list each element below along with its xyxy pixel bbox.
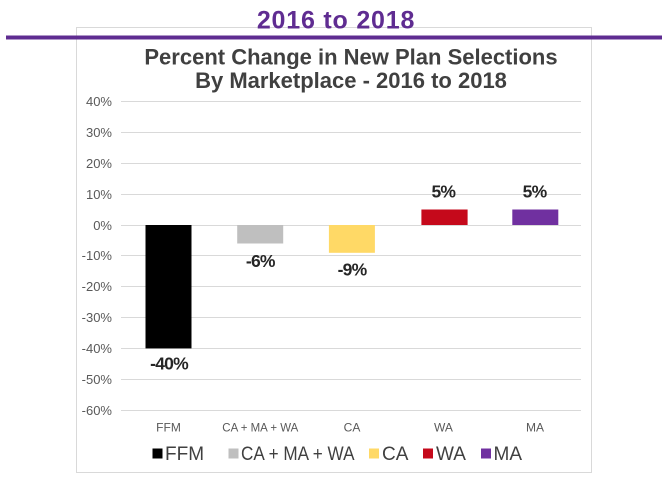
svg-text:-20%: -20% — [82, 279, 113, 294]
svg-text:0%: 0% — [93, 218, 112, 233]
svg-text:-40%: -40% — [150, 353, 189, 373]
svg-text:CA + MA + WA: CA + MA + WA — [222, 421, 298, 435]
svg-text:-10%: -10% — [82, 248, 113, 263]
svg-text:-50%: -50% — [82, 372, 113, 387]
svg-text:20%: 20% — [86, 156, 112, 171]
svg-text:MA: MA — [494, 444, 523, 465]
svg-text:2016 to 2018: 2016 to 2018 — [257, 7, 415, 35]
svg-text:CA + MA + WA: CA + MA + WA — [241, 444, 355, 465]
svg-text:By Marketplace - 2016 to 2018: By Marketplace - 2016 to 2018 — [195, 68, 507, 93]
svg-text:30%: 30% — [86, 125, 112, 140]
svg-text:FFM: FFM — [165, 444, 204, 465]
svg-text:-60%: -60% — [82, 403, 113, 418]
svg-text:MA: MA — [526, 421, 544, 435]
svg-text:-9%: -9% — [338, 260, 368, 280]
svg-text:CA: CA — [344, 421, 361, 435]
svg-text:10%: 10% — [86, 187, 112, 202]
svg-text:-30%: -30% — [82, 310, 113, 325]
svg-text:-40%: -40% — [82, 341, 113, 356]
svg-text:40%: 40% — [86, 94, 112, 109]
svg-text:Percent Change in New Plan Sel: Percent Change in New Plan Selections — [144, 45, 557, 70]
svg-text:CA: CA — [382, 444, 409, 465]
svg-text:-6%: -6% — [246, 251, 276, 271]
svg-text:5%: 5% — [431, 181, 456, 201]
svg-text:5%: 5% — [523, 181, 548, 201]
svg-text:WA: WA — [436, 444, 466, 465]
svg-text:WA: WA — [434, 421, 453, 435]
svg-text:FFM: FFM — [156, 421, 181, 435]
